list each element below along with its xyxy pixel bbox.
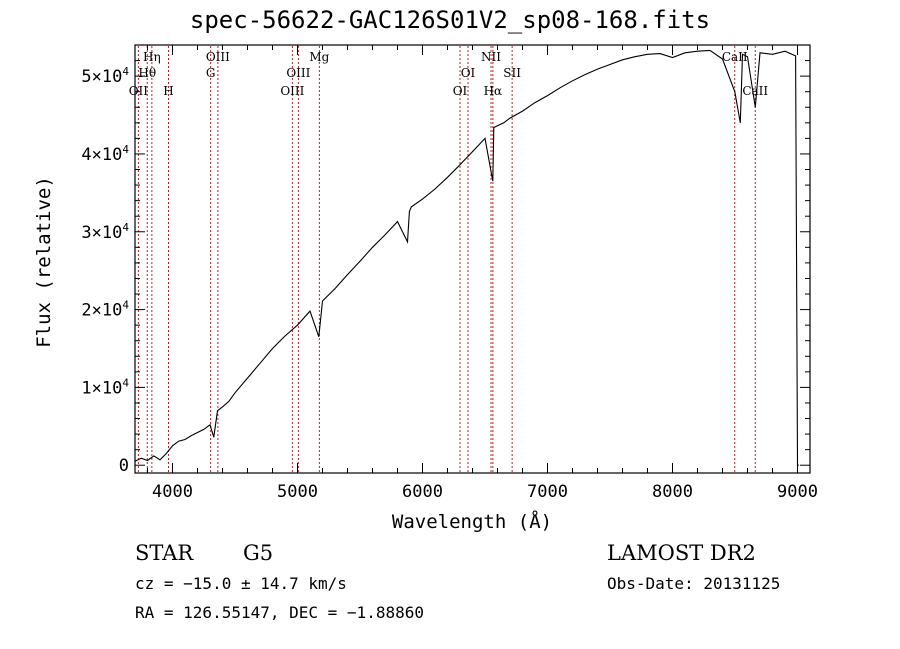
y-axis-title: Flux (relative) — [33, 176, 55, 348]
series-layer — [134, 49, 799, 466]
x-tick-label: 4000 — [152, 482, 193, 502]
line-marker-label: OIII — [206, 50, 230, 64]
obs-date-label: Obs-Date: 20131125 — [607, 574, 781, 593]
y-tick-label: 0 — [119, 456, 129, 476]
line-marker-label: Hθ — [138, 66, 156, 80]
survey-label: LAMOST DR2 — [607, 541, 756, 565]
x-tick-label: 8000 — [652, 482, 693, 502]
line-marker-label: NII — [481, 50, 501, 64]
tick-layer — [135, 44, 810, 473]
y-tick-label: 3×104 — [81, 221, 129, 243]
x-tick-label: 7000 — [527, 482, 568, 502]
line-marker-label: SII — [503, 66, 521, 80]
object-subclass-label: G5 — [243, 541, 274, 565]
line-marker-label: H — [163, 84, 173, 98]
line-marker-label: CaII — [722, 50, 748, 64]
plot-frame — [134, 44, 811, 474]
line-marker-label: CaII — [742, 84, 768, 98]
line-marker-label: OI — [453, 84, 468, 98]
line-marker-label: OIII — [286, 66, 310, 80]
line-marker-label: G — [206, 66, 216, 80]
line-marker-label: OIII — [280, 84, 304, 98]
x-tick-label: 6000 — [402, 482, 443, 502]
spectrum-line — [134, 49, 799, 466]
line-marker-label: OII — [129, 84, 149, 98]
line-marker-label: Hη — [143, 50, 161, 64]
x-tick-label: 9000 — [777, 482, 818, 502]
chart-title: spec-56622-GAC126S01V2_sp08-168.fits — [189, 6, 711, 34]
y-tick-label: 1×104 — [81, 376, 129, 398]
line-marker-label: Mg — [309, 50, 329, 64]
y-tick-label: 5×104 — [81, 65, 129, 87]
line-marker-label: OI — [461, 66, 476, 80]
coordinates-label: RA = 126.55147, DEC = −1.88860 — [135, 603, 424, 622]
line-marker-label: Hα — [484, 84, 503, 98]
x-axis-title: Wavelength (Å) — [392, 510, 552, 533]
y-tick-label: 2×104 — [81, 299, 129, 321]
redshift-label: cz = −15.0 ± 14.7 km/s — [135, 574, 347, 593]
x-tick-label: 5000 — [277, 482, 318, 502]
object-class-label: STAR — [135, 541, 194, 565]
y-tick-label: 4×104 — [81, 143, 129, 165]
tick-label-layer: 4000 5000 6000 7000 8000 9000 0 1×104 2×104 3×104… — [81, 65, 818, 502]
